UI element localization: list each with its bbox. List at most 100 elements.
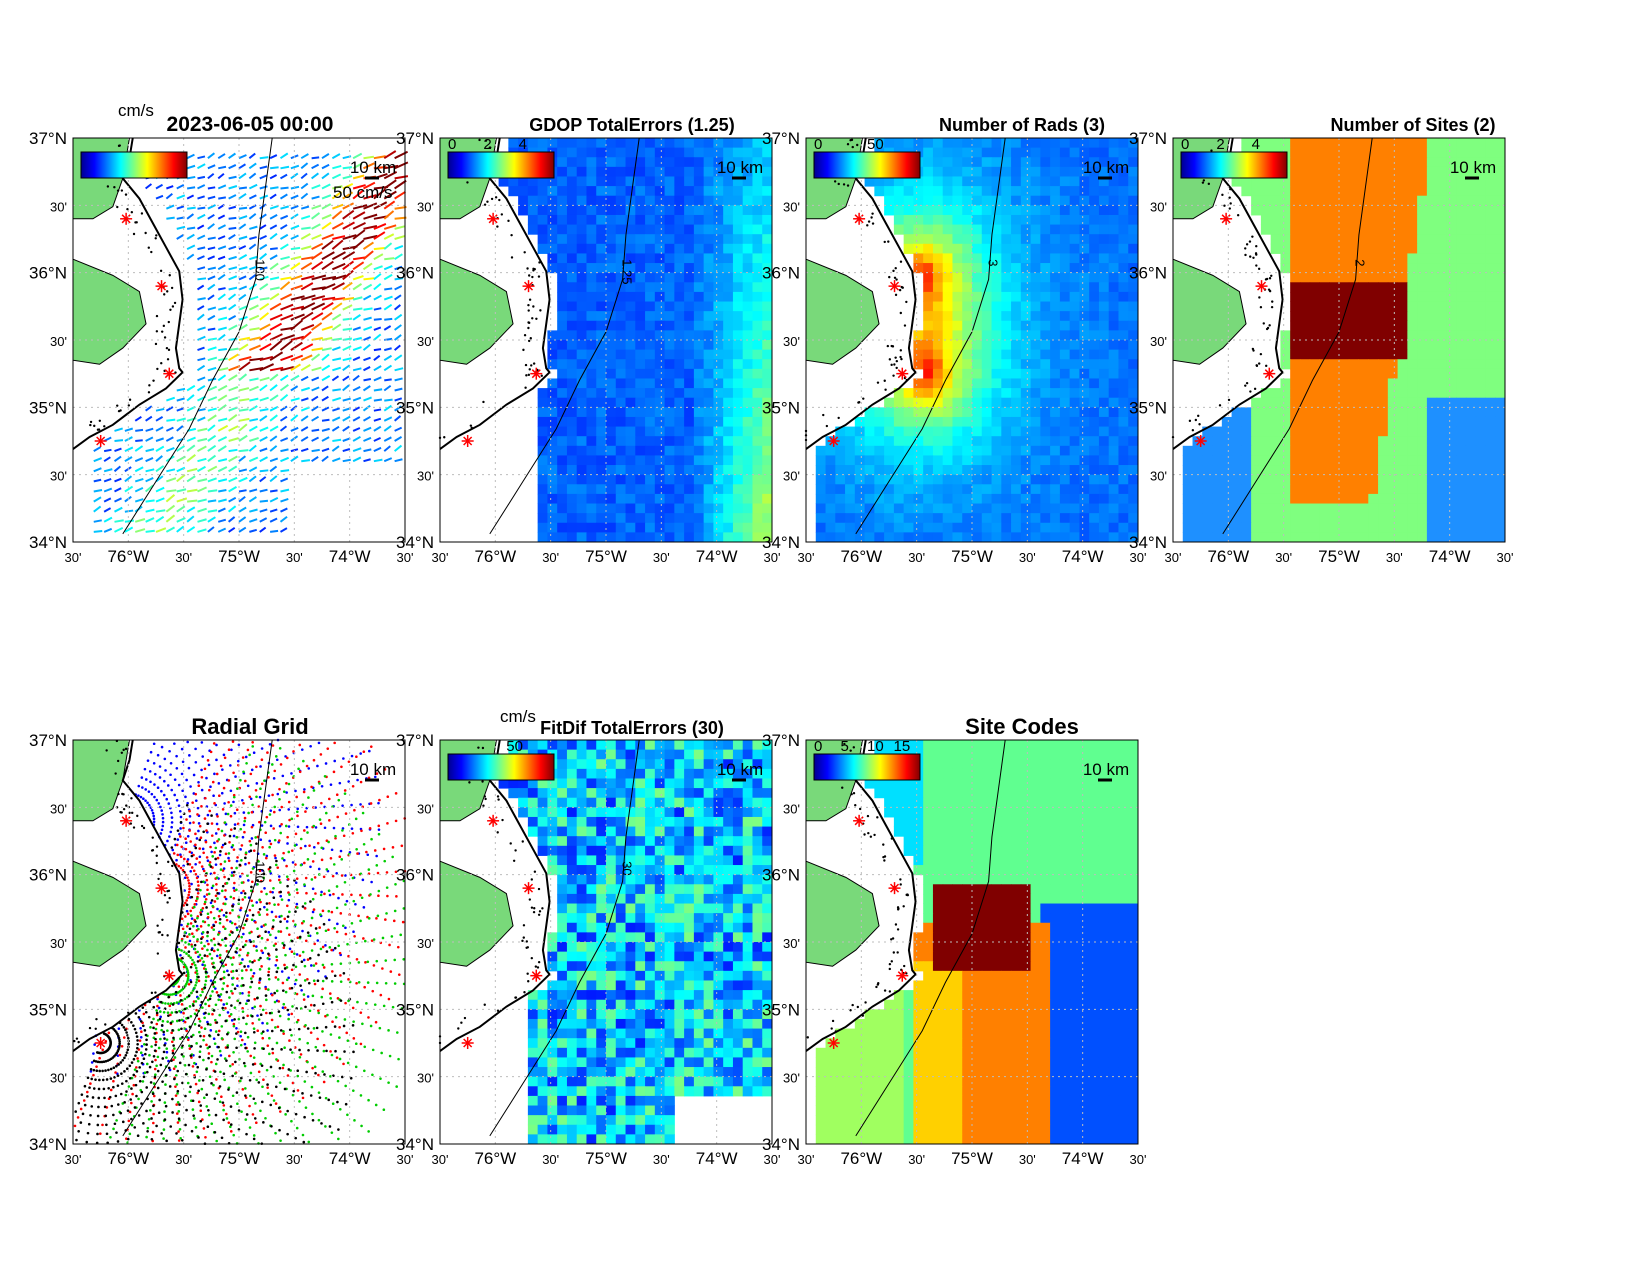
coast-dot xyxy=(903,964,906,968)
coast-dot xyxy=(1229,202,1232,205)
coast-dot xyxy=(1270,274,1273,277)
lat-tick-label: 35°N xyxy=(396,1000,434,1019)
coast-dot xyxy=(1258,296,1261,299)
radar-site-marker xyxy=(163,969,176,982)
coast-dot xyxy=(94,1027,97,1030)
coast-dot xyxy=(122,793,125,796)
coast-dot xyxy=(833,180,837,183)
coast-dot xyxy=(870,216,873,219)
scale-bar-label: 10 km xyxy=(350,760,396,779)
lat-tick-label: 34°N xyxy=(1129,533,1167,552)
coast-dot xyxy=(1227,398,1231,402)
coast-dot xyxy=(864,1001,867,1004)
lon-tick-label: 30' xyxy=(432,550,449,565)
lon-tick-label: 30' xyxy=(1165,550,1182,565)
lon-tick-label: 30' xyxy=(65,1152,82,1167)
coast-dot xyxy=(128,398,132,401)
map-frame xyxy=(72,137,406,543)
coast-dot xyxy=(1191,429,1195,432)
lon-tick-label: 75°W xyxy=(585,1149,627,1168)
coast-dot xyxy=(825,424,829,428)
coast-dot xyxy=(851,1003,854,1007)
coast-dot xyxy=(466,181,469,184)
coast-dot xyxy=(155,234,158,237)
map-frame xyxy=(439,739,773,1145)
lat-tick-label: 34°N xyxy=(396,1135,434,1154)
lon-tick-label: 74°W xyxy=(1062,1149,1104,1168)
lat-tick-label: 35°N xyxy=(29,1000,67,1019)
coast-dot xyxy=(114,772,117,775)
coast-dot xyxy=(124,193,128,196)
radial-grid-site xyxy=(74,803,355,1146)
coast-dot xyxy=(156,924,159,927)
coast-dot xyxy=(842,183,846,186)
coast-dot xyxy=(895,359,899,363)
coast-dot xyxy=(147,246,150,249)
coast-dot xyxy=(525,940,529,943)
coast-dot xyxy=(524,363,528,367)
coast-dot xyxy=(496,225,499,228)
coast-dot xyxy=(528,898,532,901)
coast-dot xyxy=(892,951,896,954)
coast-dot xyxy=(155,314,159,318)
coast-dot xyxy=(443,436,446,439)
coast-dot xyxy=(541,907,544,910)
coast-dot xyxy=(482,400,485,404)
coast-dot xyxy=(95,1017,98,1021)
coast-dot xyxy=(98,419,102,423)
coast-dot xyxy=(822,413,825,417)
coast-dot xyxy=(857,401,860,404)
lat-tick-label: 36°N xyxy=(762,866,800,885)
coast-dot xyxy=(105,749,108,752)
lat-tick-label: 36°N xyxy=(29,264,67,283)
lat-tick-label: 30' xyxy=(50,801,67,816)
coast-dot xyxy=(532,305,535,308)
coast-dot xyxy=(132,232,136,236)
coast-dot xyxy=(1251,235,1254,238)
contour-label: 100 xyxy=(253,861,268,883)
coast-dot xyxy=(851,145,854,149)
radar-site-marker xyxy=(120,814,133,827)
radar-site-marker xyxy=(155,882,168,895)
coast-dot xyxy=(888,990,892,993)
coast-dot xyxy=(898,288,902,292)
lon-tick-label: 30' xyxy=(175,1152,192,1167)
lat-tick-label: 35°N xyxy=(762,398,800,417)
coast-dot xyxy=(523,334,527,337)
map-frame xyxy=(1172,137,1506,543)
coast-dot xyxy=(888,962,892,966)
coast-dot xyxy=(860,412,863,416)
coast-dot xyxy=(156,367,159,371)
coast-dot xyxy=(532,910,536,914)
top-unit-label: cm/s xyxy=(118,101,154,120)
radar-site-marker xyxy=(853,814,866,827)
coast-dot xyxy=(157,877,160,881)
lat-tick-label: 30' xyxy=(417,199,434,214)
land-mass xyxy=(805,258,880,365)
panel-title-rads: Number of Rads (3) xyxy=(939,115,1105,135)
coast-dot xyxy=(850,792,853,796)
coast-dot xyxy=(1259,352,1263,356)
coastline xyxy=(805,137,917,450)
coast-dot xyxy=(117,144,121,148)
lat-tick-label: 37°N xyxy=(762,129,800,148)
coast-dot xyxy=(537,887,541,891)
coast-dot xyxy=(1255,364,1258,367)
colorbar-tick-label: 2 xyxy=(483,136,491,153)
coast-dot xyxy=(483,203,487,206)
coast-dot xyxy=(866,224,869,227)
coast-dot xyxy=(900,285,903,289)
coastline xyxy=(805,739,917,1052)
lon-tick-label: 74°W xyxy=(696,1149,738,1168)
lon-tick-label: 30' xyxy=(542,550,559,565)
coast-dot xyxy=(161,918,164,921)
coast-dot xyxy=(527,309,530,312)
lon-tick-label: 75°W xyxy=(585,547,627,566)
coast-dot xyxy=(894,356,897,359)
coast-dot xyxy=(469,424,473,427)
lon-tick-label: 74°W xyxy=(696,547,738,566)
radar-site-marker xyxy=(896,367,909,380)
lat-tick-label: 30' xyxy=(417,334,434,349)
coast-dot xyxy=(131,811,134,815)
